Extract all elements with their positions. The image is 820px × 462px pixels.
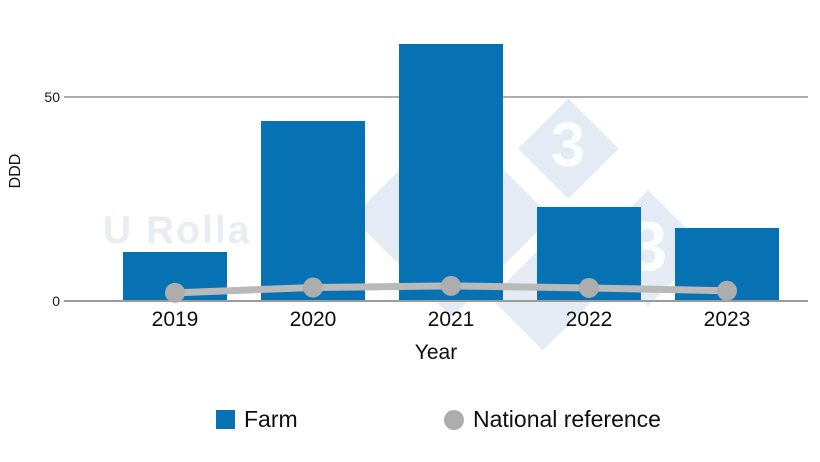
- x-tick-label-2020: 2020: [289, 308, 337, 331]
- national-reference-swatch: [444, 409, 464, 430]
- watermark-digit-1: 3: [550, 111, 586, 181]
- x-tick-label-2023: 2023: [703, 308, 751, 331]
- watermark-text: U Rolla: [103, 209, 252, 252]
- bar-2023[interactable]: [675, 227, 779, 301]
- legend-label-farm: Farm: [244, 406, 298, 432]
- bar-2020[interactable]: [261, 121, 365, 301]
- bar-2021[interactable]: [399, 43, 503, 301]
- farm-swatch: [216, 410, 235, 429]
- y-tick-label-0: 0: [52, 293, 60, 309]
- legend-label-national-reference: National reference: [473, 406, 661, 432]
- bar-2019[interactable]: [123, 252, 227, 301]
- x-axis-title: Year: [414, 341, 458, 364]
- legend-item-national-reference[interactable]: National reference: [444, 406, 661, 433]
- y-axis-title: DDD: [7, 153, 24, 189]
- x-tick-label-2021: 2021: [427, 308, 475, 331]
- x-tick-label-2019: 2019: [151, 308, 199, 331]
- x-axis-line: [64, 300, 808, 302]
- bar-2022[interactable]: [537, 207, 641, 301]
- legend-item-farm[interactable]: Farm: [216, 406, 298, 433]
- x-tick-label-2022: 2022: [565, 308, 613, 331]
- y-tick-label-50: 50: [44, 89, 60, 105]
